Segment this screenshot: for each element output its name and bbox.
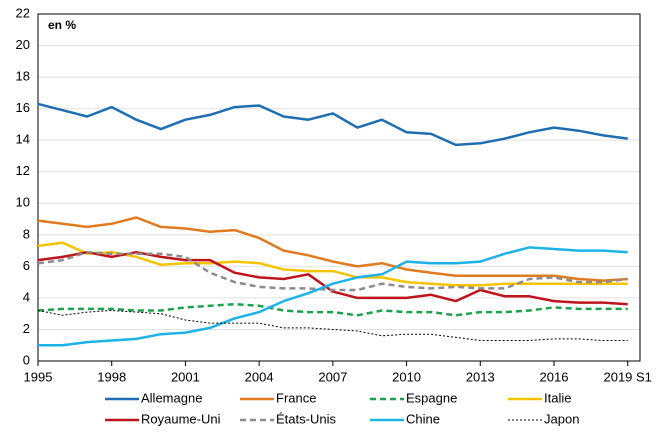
- y-tick-label: 16: [16, 100, 30, 115]
- y-tick-label: 20: [16, 37, 30, 52]
- series-line: [38, 246, 628, 347]
- series-line: [37, 216, 628, 282]
- series-line: [37, 250, 628, 306]
- x-tick-label: 2013: [466, 369, 495, 384]
- series-line: [37, 250, 628, 292]
- y-tick-label: 22: [16, 5, 30, 20]
- series-line: [37, 102, 628, 147]
- y-tick-label: 12: [16, 163, 30, 178]
- series-line: [37, 302, 628, 317]
- series-line: [37, 241, 628, 287]
- legend-label: Espagne: [406, 390, 457, 405]
- legend-label: Japon: [544, 411, 579, 426]
- y-tick-label: 18: [16, 69, 30, 84]
- series-line: [37, 310, 628, 341]
- plot-frame: [37, 13, 641, 362]
- x-tick-label: 2007: [318, 369, 347, 384]
- x-tick-label: 1998: [97, 369, 126, 384]
- y-tick-label: 14: [16, 132, 30, 147]
- x-tick-label: 2001: [171, 369, 200, 384]
- x-tick-label: 2010: [392, 369, 421, 384]
- legend-label: Royaume-Uni: [141, 411, 221, 426]
- y-tick-label: 0: [23, 352, 30, 367]
- y-tick-label: 8: [23, 226, 30, 241]
- legend-label: Italie: [544, 390, 571, 405]
- x-tick-label: 1995: [24, 369, 53, 384]
- unit-annotation: en %: [48, 18, 76, 32]
- legend-label: Chine: [406, 411, 440, 426]
- y-tick-label: 4: [23, 289, 30, 304]
- x-tick-label: 2004: [245, 369, 274, 384]
- legend-label: France: [276, 390, 316, 405]
- legend-label: États-Unis: [276, 411, 336, 426]
- y-tick-label: 2: [23, 321, 30, 336]
- x-tick-label: 2016: [540, 369, 569, 384]
- y-tick-label: 6: [23, 258, 30, 273]
- x-tick-label: 2019 S1: [603, 369, 651, 384]
- legend-label: Allemagne: [141, 390, 202, 405]
- y-tick-label: 10: [16, 195, 30, 210]
